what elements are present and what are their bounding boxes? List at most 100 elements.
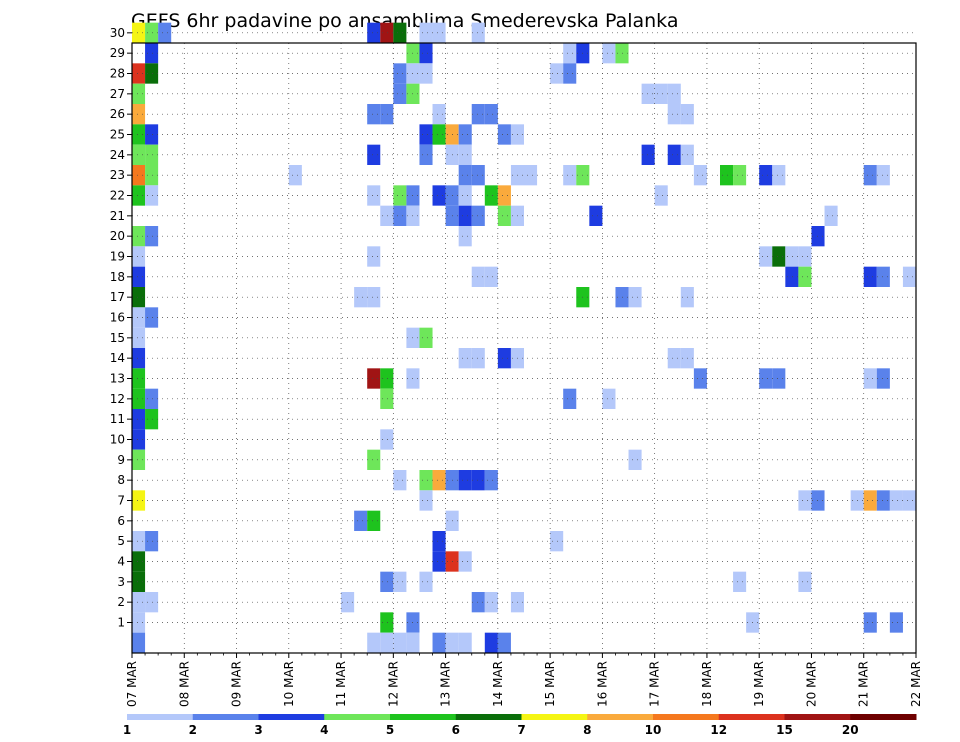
heatmap-cell — [667, 348, 681, 369]
heatmap-cell — [667, 104, 681, 125]
heatmap-cell — [667, 83, 681, 104]
x-tick-label: 17 MAR — [648, 661, 662, 707]
heatmap-cell — [145, 43, 159, 64]
y-tick-label: 17 — [110, 290, 125, 304]
heatmap-cell — [419, 490, 433, 511]
heatmap-cell — [641, 144, 655, 165]
heatmap-cell — [380, 368, 394, 389]
x-tick-label: 15 MAR — [543, 661, 557, 707]
heatmap-cell — [132, 612, 146, 633]
heatmap-cell — [654, 83, 668, 104]
heatmap-cell — [641, 83, 655, 104]
heatmap-cell — [132, 571, 146, 592]
y-tick-label: 30 — [110, 26, 125, 40]
heatmap-cell — [628, 449, 642, 470]
heatmap-cell — [458, 551, 472, 572]
x-tick-label: 16 MAR — [595, 661, 609, 707]
heatmap-cell — [145, 307, 159, 328]
heatmap-cell — [484, 632, 498, 653]
heatmap-cell — [393, 63, 407, 84]
heatmap-cell — [132, 104, 146, 125]
colorbar-label: 1 — [123, 723, 131, 737]
heatmap-cell — [132, 368, 146, 389]
heatmap-cell — [550, 63, 564, 84]
y-tick-label: 3 — [117, 575, 125, 589]
colorbar-label: 12 — [710, 723, 727, 737]
heatmap-cell — [145, 124, 159, 145]
heatmap-cell — [132, 592, 146, 613]
heatmap-cell — [876, 490, 890, 511]
heatmap-cell — [145, 531, 159, 552]
y-tick-label: 6 — [117, 514, 125, 528]
heatmap-cell — [380, 22, 394, 43]
heatmap-cell — [145, 185, 159, 206]
x-tick-label: 11 MAR — [334, 661, 348, 707]
heatmap-cell — [602, 388, 616, 409]
heatmap-cell — [889, 612, 903, 633]
y-tick-label: 1 — [117, 616, 125, 630]
heatmap-cell — [132, 266, 146, 287]
y-tick-label: 28 — [110, 67, 125, 81]
x-tick-label: 12 MAR — [386, 661, 400, 707]
colorbar-swatch — [653, 714, 720, 720]
heatmap-cell — [132, 531, 146, 552]
heatmap-cell — [132, 348, 146, 369]
heatmap-cell — [785, 266, 799, 287]
x-tick-label: 20 MAR — [804, 661, 818, 707]
colorbar-swatch — [258, 714, 325, 720]
heatmap-cell — [419, 144, 433, 165]
heatmap-cell — [432, 632, 446, 653]
heatmap-cell — [367, 144, 381, 165]
heatmap-cell — [367, 632, 381, 653]
heatmap-cell — [484, 592, 498, 613]
heatmap-cell — [132, 165, 146, 186]
heatmap-cell — [471, 104, 485, 125]
heatmap-cell — [484, 104, 498, 125]
heatmap-cell — [471, 205, 485, 226]
heatmap-cell — [145, 409, 159, 430]
heatmap-cell — [471, 165, 485, 186]
heatmap-cell — [471, 592, 485, 613]
y-tick-label: 22 — [110, 189, 125, 203]
heatmap-cell — [145, 63, 159, 84]
heatmap-cell — [393, 632, 407, 653]
x-tick-label: 09 MAR — [230, 661, 244, 707]
y-tick-label: 21 — [110, 209, 125, 223]
heatmap-cell — [811, 226, 825, 247]
heatmap-cell — [419, 43, 433, 64]
heatmap-cell — [393, 470, 407, 491]
heatmap-cell — [132, 327, 146, 348]
colorbar-label: 4 — [320, 723, 328, 737]
colorbar-label: 6 — [452, 723, 460, 737]
heatmap-cell — [132, 449, 146, 470]
heatmap-cell — [145, 592, 159, 613]
heatmap-cell — [145, 165, 159, 186]
colorbar-swatch — [455, 714, 522, 720]
heatmap-cell — [863, 266, 877, 287]
heatmap-cell — [798, 571, 812, 592]
x-tick-label: 19 MAR — [752, 661, 766, 707]
heatmap-cell — [563, 388, 577, 409]
heatmap-cell — [550, 531, 564, 552]
heatmap-cell — [524, 165, 538, 186]
colorbar-label: 10 — [645, 723, 662, 737]
heatmap-cell — [132, 63, 146, 84]
colorbar-swatch — [127, 714, 194, 720]
heatmap-cell — [458, 226, 472, 247]
heatmap-cell — [367, 104, 381, 125]
colorbar-swatch — [324, 714, 391, 720]
colorbar-label: 15 — [776, 723, 793, 737]
heatmap-cell — [419, 470, 433, 491]
chart-title: GEFS 6hr padavine po ansamblima Smederev… — [131, 10, 678, 32]
y-axis: 1234567891011121314151617181920212223242… — [110, 26, 132, 630]
heatmap-cell — [471, 22, 485, 43]
heatmap-cell — [367, 510, 381, 531]
heatmap-cell — [759, 165, 773, 186]
x-tick-label: 08 MAR — [177, 661, 191, 707]
colorbar-label: 20 — [842, 723, 859, 737]
heatmap-cell — [132, 124, 146, 145]
colorbar-label: 3 — [254, 723, 262, 737]
heatmap-cell — [458, 632, 472, 653]
heatmap-cell — [380, 388, 394, 409]
